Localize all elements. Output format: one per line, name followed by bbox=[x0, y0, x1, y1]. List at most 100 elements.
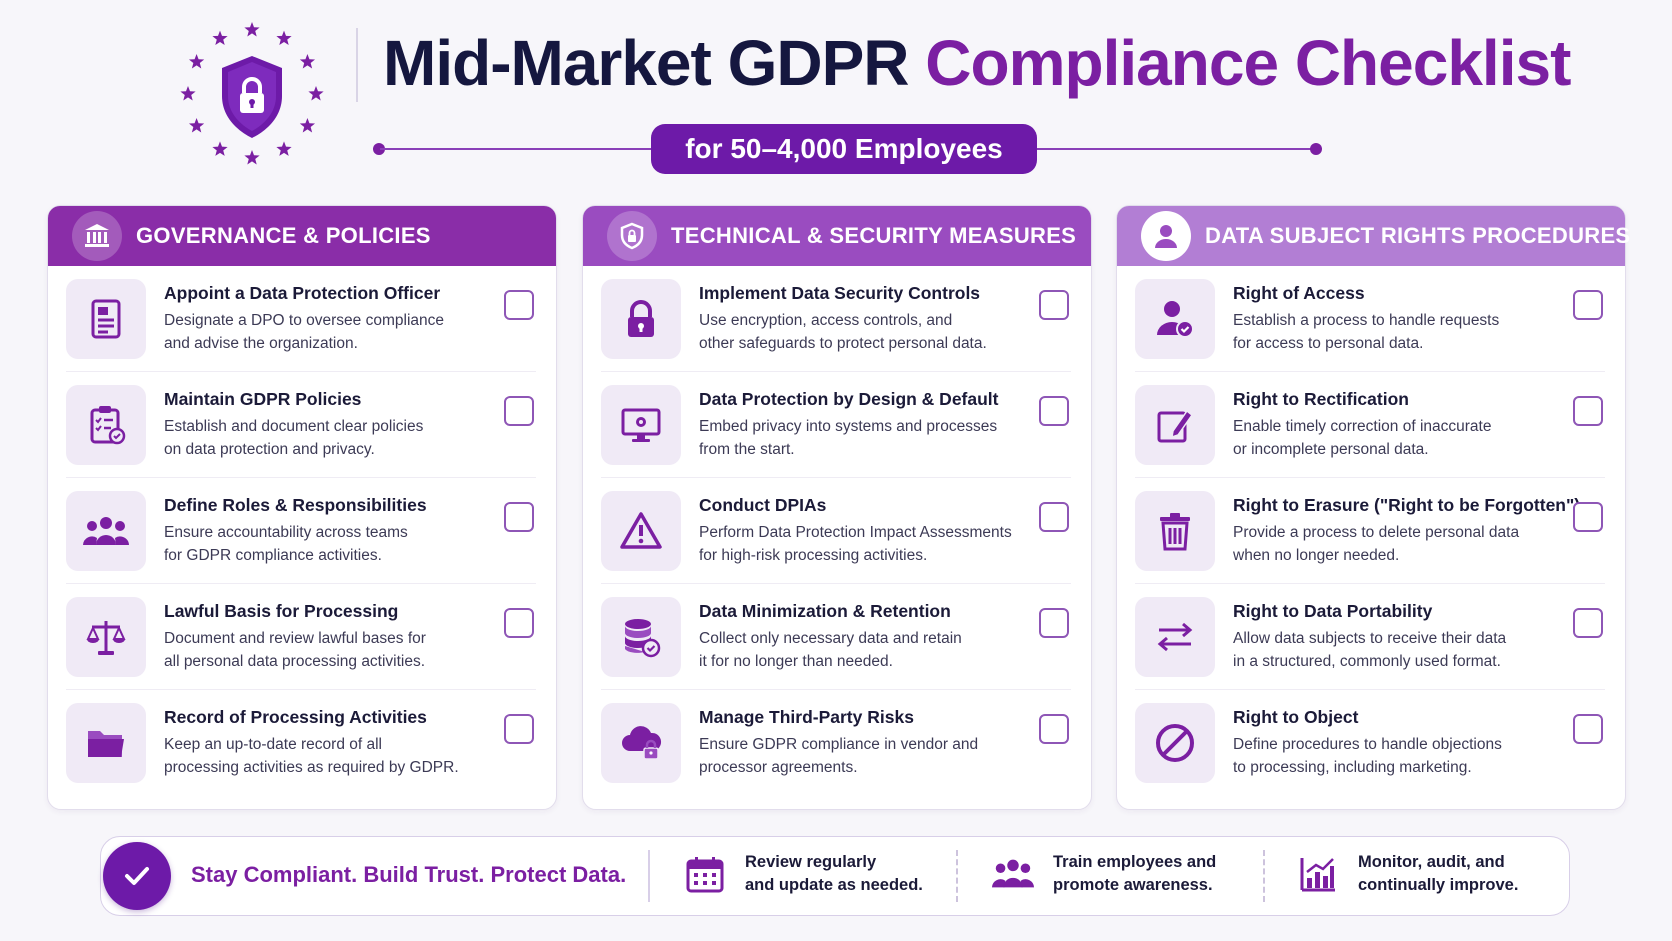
item-description: Define procedures to handle objections to… bbox=[1233, 736, 1502, 776]
star-icon bbox=[244, 150, 260, 165]
header-divider bbox=[356, 28, 358, 102]
column-title: GOVERNANCE & POLICIES bbox=[136, 223, 431, 248]
item-checkbox[interactable] bbox=[504, 290, 534, 320]
item-title: Appoint a Data Protection Officer bbox=[164, 282, 441, 303]
checklist-item: Lawful Basis for Processing Document and… bbox=[66, 584, 536, 690]
checklist-item: Right to Data Portability Allow data sub… bbox=[1135, 584, 1605, 690]
item-checkbox[interactable] bbox=[1039, 396, 1069, 426]
title-accent: Compliance Checklist bbox=[925, 27, 1571, 99]
footer-tip: Train employees and promote awareness. bbox=[991, 851, 1216, 897]
item-checkbox[interactable] bbox=[1039, 502, 1069, 532]
cloud-lock-icon bbox=[601, 703, 681, 783]
footer-divider bbox=[648, 850, 650, 902]
star-icon bbox=[180, 86, 196, 101]
item-description: Ensure accountability across teams for GD… bbox=[164, 523, 408, 564]
item-title: Data Protection by Design & Default bbox=[699, 388, 999, 409]
item-checkbox[interactable] bbox=[1039, 608, 1069, 638]
star-icon bbox=[276, 141, 292, 156]
item-description: Allow data subjects to receive their dat… bbox=[1233, 629, 1507, 670]
item-title: Right to Erasure ("Right to be Forgotten… bbox=[1233, 494, 1581, 515]
column-header: TECHNICAL & SECURITY MEASURES bbox=[583, 206, 1091, 266]
database-check-icon bbox=[601, 596, 681, 677]
clipboard-checklist-icon bbox=[66, 384, 146, 465]
title-main: Mid-Market GDPR bbox=[383, 27, 909, 99]
star-icon bbox=[212, 141, 228, 156]
footer-slogan: Stay Compliant. Build Trust. Protect Dat… bbox=[191, 862, 627, 887]
item-description: Enable timely correction of inaccurate or… bbox=[1233, 417, 1492, 458]
column-header: DATA SUBJECT RIGHTS PROCEDURES bbox=[1117, 206, 1630, 266]
item-description: Document and review lawful bases for all … bbox=[164, 629, 426, 670]
edit-icon bbox=[1135, 384, 1215, 465]
checklist-item: Data Protection by Design & Default Embe… bbox=[601, 372, 1071, 478]
checklist-item: Right to Object Define procedures to han… bbox=[1135, 690, 1605, 796]
item-checkbox[interactable] bbox=[1573, 396, 1603, 426]
item-title: Implement Data Security Controls bbox=[699, 282, 981, 303]
checklist-item: Manage Third-Party Risks Ensure GDPR com… bbox=[601, 690, 1071, 796]
footer-tip-text: Monitor, audit, and continually improve. bbox=[1358, 853, 1519, 894]
padlock-icon bbox=[601, 278, 681, 359]
item-title: Conduct DPIAs bbox=[699, 494, 827, 515]
transfer-arrows-icon bbox=[1135, 596, 1215, 677]
star-icon bbox=[299, 54, 316, 69]
trash-icon bbox=[1135, 490, 1215, 571]
star-icon bbox=[188, 118, 205, 133]
item-title: Record of Processing Activities bbox=[164, 707, 427, 727]
document-icon bbox=[66, 278, 146, 359]
footer-tip-text: Review regularly and update as needed. bbox=[745, 853, 923, 894]
bank-icon bbox=[72, 211, 122, 261]
column-title: DATA SUBJECT RIGHTS PROCEDURES bbox=[1205, 223, 1631, 248]
footer-divider bbox=[956, 850, 958, 902]
team-icon bbox=[66, 490, 146, 571]
item-title: Right to Object bbox=[1233, 707, 1359, 727]
calendar-icon bbox=[683, 852, 727, 896]
item-checkbox[interactable] bbox=[1039, 290, 1069, 320]
checklist-item: Right to Erasure ("Right to be Forgotten… bbox=[1135, 478, 1605, 584]
checklist-item: Right of Access Establish a process to h… bbox=[1135, 266, 1605, 372]
item-title: Lawful Basis for Processing bbox=[164, 600, 399, 621]
item-checkbox[interactable] bbox=[504, 714, 534, 744]
page-title: Mid-Market GDPR Compliance Checklist bbox=[383, 26, 1663, 100]
item-description: Ensure GDPR compliance in vendor and proc… bbox=[699, 736, 979, 776]
folder-icon bbox=[66, 703, 146, 783]
item-checkbox[interactable] bbox=[1573, 502, 1603, 532]
item-checkbox[interactable] bbox=[1573, 608, 1603, 638]
checklist-item: Define Roles & Responsibilities Ensure a… bbox=[66, 478, 536, 584]
column-data-subject-rights: DATA SUBJECT RIGHTS PROCEDURES Right of … bbox=[1116, 205, 1630, 810]
item-checkbox[interactable] bbox=[504, 396, 534, 426]
checklist-item: Maintain GDPR Policies Establish and doc… bbox=[66, 372, 536, 478]
checklist-item: Conduct DPIAs Perform Data Protection Im… bbox=[601, 478, 1071, 584]
item-checkbox[interactable] bbox=[1573, 714, 1603, 744]
checklist-item: Right to Rectification Enable timely cor… bbox=[1135, 372, 1605, 478]
star-icon bbox=[308, 86, 324, 101]
shield-lock-icon bbox=[607, 211, 657, 261]
item-description: Keep an up-to-date record of all processi… bbox=[164, 736, 459, 776]
bar-chart-icon bbox=[1296, 852, 1340, 896]
column-title: TECHNICAL & SECURITY MEASURES bbox=[671, 223, 1077, 248]
star-icon bbox=[188, 54, 205, 69]
item-checkbox[interactable] bbox=[1573, 290, 1603, 320]
item-title: Right of Access bbox=[1233, 282, 1365, 303]
item-title: Right to Data Portability bbox=[1233, 600, 1433, 621]
item-description: Establish and document clear policies on … bbox=[164, 417, 424, 458]
eu-shield-emblem bbox=[176, 18, 328, 170]
checklist-item: Record of Processing Activities Keep an … bbox=[66, 690, 536, 796]
item-title: Define Roles & Responsibilities bbox=[164, 494, 427, 515]
star-icon bbox=[276, 30, 292, 46]
item-checkbox[interactable] bbox=[504, 502, 534, 532]
user-check-icon bbox=[1135, 278, 1215, 359]
monitor-gear-icon bbox=[601, 384, 681, 465]
item-checkbox[interactable] bbox=[1039, 714, 1069, 744]
footer-divider bbox=[1263, 850, 1265, 902]
subtitle-badge: for 50–4,000 Employees bbox=[651, 124, 1037, 174]
item-description: Designate a DPO to oversee compliance and… bbox=[164, 311, 445, 352]
checklist-item: Data Minimization & Retention Collect on… bbox=[601, 584, 1071, 690]
user-icon bbox=[1141, 211, 1191, 261]
item-description: Perform Data Protection Impact Assessmen… bbox=[699, 523, 1012, 564]
item-title: Manage Third-Party Risks bbox=[699, 707, 914, 727]
warning-icon bbox=[601, 490, 681, 571]
star-icon bbox=[299, 118, 316, 133]
item-description: Embed privacy into systems and processes… bbox=[699, 417, 998, 458]
column-technical: TECHNICAL & SECURITY MEASURES Implement … bbox=[582, 205, 1092, 810]
item-checkbox[interactable] bbox=[504, 608, 534, 638]
item-title: Data Minimization & Retention bbox=[699, 600, 951, 621]
